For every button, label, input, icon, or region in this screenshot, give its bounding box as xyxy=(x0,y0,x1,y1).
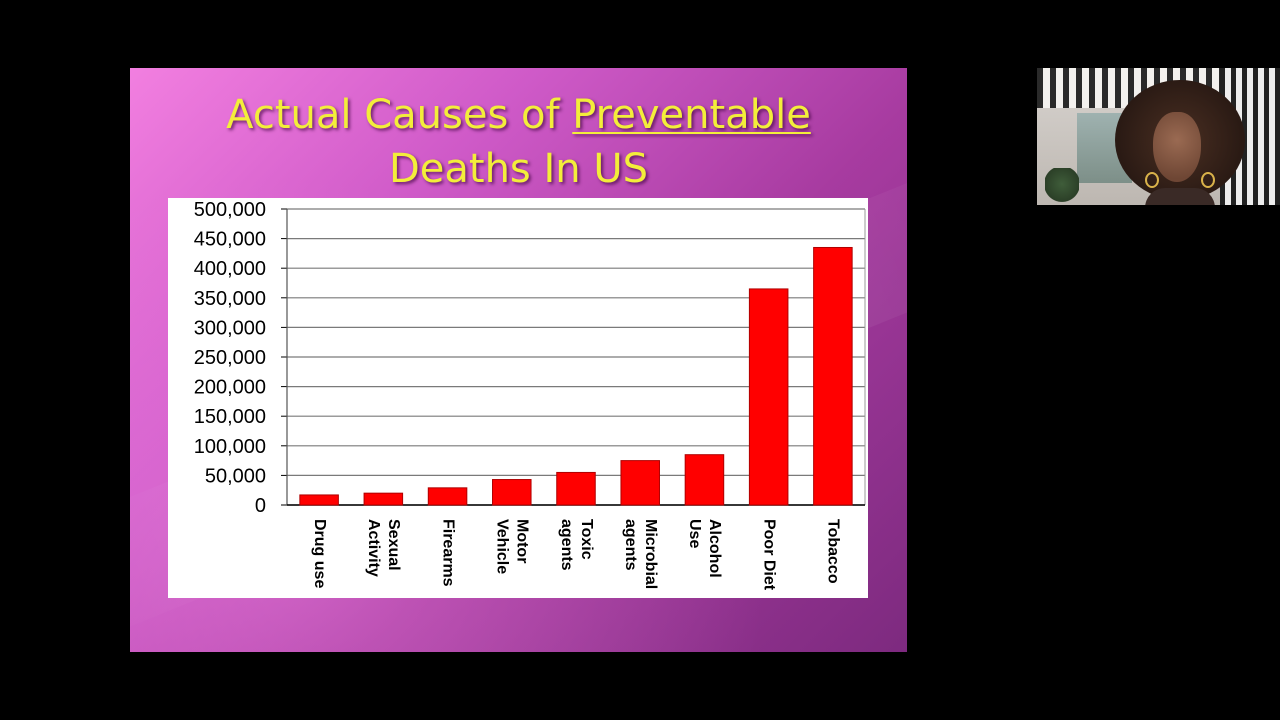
bar xyxy=(813,246,853,506)
y-tick-label: 0 xyxy=(255,495,266,517)
x-category-label: Poor Diet xyxy=(760,519,777,591)
bar xyxy=(556,471,596,506)
earring-left xyxy=(1145,172,1159,188)
x-category-label: Motor xyxy=(514,519,531,563)
y-tick-label: 350,000 xyxy=(194,288,266,310)
y-tick-label: 300,000 xyxy=(194,317,266,339)
bar xyxy=(620,460,660,506)
y-tick-label: 200,000 xyxy=(194,377,266,399)
bar-chart-panel: 0 50,000 100,000 150,000 200,000 250,000 300,0… xyxy=(168,198,868,598)
bar xyxy=(492,479,532,506)
presenter-face xyxy=(1153,112,1201,182)
webcam-feed xyxy=(1037,68,1280,205)
bar xyxy=(427,487,468,506)
x-category-label: Use xyxy=(686,519,703,548)
slide-title-text-underlined: Preventable xyxy=(572,92,811,138)
y-tick-label: 150,000 xyxy=(194,406,266,428)
bar xyxy=(748,288,789,506)
x-category-label: Vehicle xyxy=(494,519,511,574)
x-category-label: Toxic xyxy=(578,519,595,560)
bar-chart: 0 50,000 100,000 150,000 200,000 250,000 300,0… xyxy=(194,199,866,591)
plant xyxy=(1045,168,1079,205)
x-category-label: agents xyxy=(622,519,639,571)
x-category-label: Sexual xyxy=(385,519,402,571)
x-category-label: Microbial xyxy=(642,519,659,589)
x-category-label: Tobacco xyxy=(825,519,842,584)
slide-title-text-a: Actual Causes of xyxy=(226,92,573,138)
bar xyxy=(299,494,339,506)
presenter-shoulders xyxy=(1145,188,1215,205)
earring-right xyxy=(1201,172,1215,188)
slide-title-line-1: Actual Causes of Preventable xyxy=(130,88,907,142)
y-tick-label: 100,000 xyxy=(194,436,266,458)
x-category-label: Drug use xyxy=(311,519,328,588)
bar xyxy=(363,492,404,506)
bar xyxy=(684,454,725,506)
slide-title: Actual Causes of Preventable Deaths In U… xyxy=(130,88,907,196)
x-category-label: Activity xyxy=(365,519,382,577)
y-tick-label: 50,000 xyxy=(205,465,266,487)
y-tick-label: 250,000 xyxy=(194,347,266,369)
y-tick-label: 400,000 xyxy=(194,258,266,280)
slide-title-line-2: Deaths In US xyxy=(388,146,649,192)
x-category-label: agents xyxy=(558,519,575,571)
y-tick-label: 500,000 xyxy=(194,199,266,221)
x-category-label: Firearms xyxy=(439,519,456,587)
x-category-label: Alcohol xyxy=(706,519,723,578)
presenter xyxy=(1115,80,1245,205)
y-tick-label: 450,000 xyxy=(194,229,266,251)
